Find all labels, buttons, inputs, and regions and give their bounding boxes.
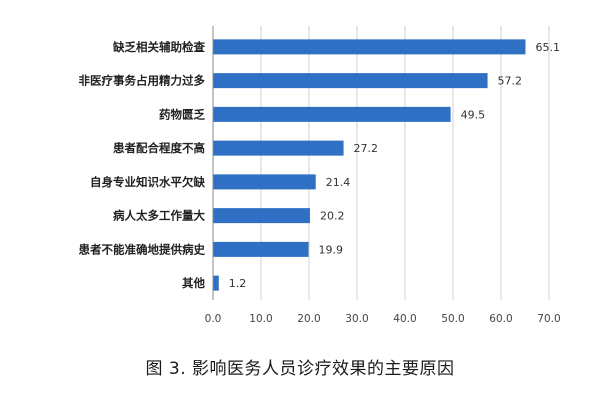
value-label: 1.2 xyxy=(229,277,247,290)
category-label: 患者不能准确地提供病史 xyxy=(79,242,206,256)
figure-caption: 图 3. 影响医务人员诊疗效果的主要原因 xyxy=(145,359,455,379)
category-label: 其他 xyxy=(182,276,205,290)
category-label: 自身专业知识水平欠缺 xyxy=(90,175,205,189)
bar xyxy=(213,208,310,224)
bar xyxy=(213,106,451,122)
bar xyxy=(213,39,526,55)
category-label: 药物匮乏 xyxy=(159,107,205,121)
bar-chart: 0.0 10.0 20.0 30.0 40.0 50.0 60.0 70.0 缺乏相关辅助检查 6… xyxy=(79,26,561,325)
x-tick-label: 40.0 xyxy=(393,313,416,325)
bars xyxy=(213,39,526,291)
x-tick-label: 0.0 xyxy=(205,313,222,325)
grid-lines xyxy=(260,26,550,300)
category-label: 非医疗事务占用精力过多 xyxy=(79,74,206,88)
x-tick-label: 10.0 xyxy=(249,313,272,325)
category-label: 患者配合程度不高 xyxy=(113,141,205,155)
x-tick-label: 50.0 xyxy=(441,313,464,325)
x-tick-label: 20.0 xyxy=(297,313,320,325)
category-label: 缺乏相关辅助检查 xyxy=(112,40,205,54)
value-label: 27.2 xyxy=(354,142,379,155)
value-label: 49.5 xyxy=(461,108,486,121)
x-tick-label: 60.0 xyxy=(489,313,512,325)
value-label: 19.9 xyxy=(319,243,344,256)
value-label: 65.1 xyxy=(535,41,560,54)
x-tick-label: 70.0 xyxy=(537,313,560,325)
bar xyxy=(213,174,316,190)
value-label: 20.2 xyxy=(320,210,345,223)
value-label: 21.4 xyxy=(326,176,351,189)
bar xyxy=(213,241,309,257)
bar xyxy=(213,140,344,156)
bar xyxy=(213,275,219,291)
value-label: 57.2 xyxy=(498,75,523,88)
category-label: 病人太多工作量大 xyxy=(113,209,205,223)
labels: 0.0 10.0 20.0 30.0 40.0 50.0 60.0 70.0 缺乏相关辅助检查 6… xyxy=(79,40,561,325)
bar xyxy=(213,73,488,89)
x-tick-label: 30.0 xyxy=(345,313,368,325)
